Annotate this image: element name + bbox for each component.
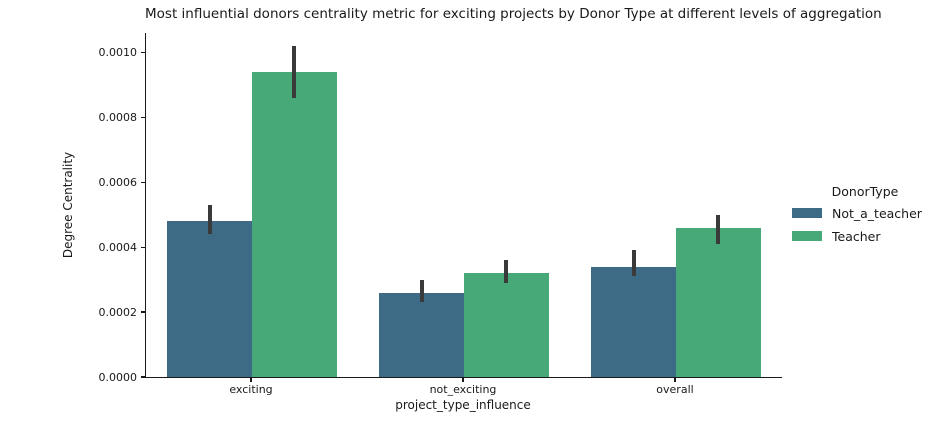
legend-label: Not_a_teacher: [832, 205, 922, 221]
chart-title: Most influential donors centrality metri…: [145, 6, 882, 22]
legend-title: DonorType: [831, 184, 899, 199]
error-bar-overall-Teacher: [716, 214, 721, 244]
x-tick-mark: [250, 378, 252, 383]
error-bar-not_exciting-Not_a_teacher: [419, 279, 424, 303]
bar-overall-Not_a_teacher: [591, 266, 676, 377]
plot-area: [145, 33, 782, 378]
bar-not_exciting-Not_a_teacher: [379, 292, 464, 377]
y-tick-label: 0.0002: [98, 305, 138, 319]
y-tick-label: 0.0010: [98, 45, 138, 59]
x-tick-label: overall: [656, 383, 694, 396]
x-axis-label: project_type_influence: [395, 398, 531, 412]
y-tick-label: 0.0008: [98, 110, 138, 124]
y-tick-label: 0.0000: [98, 370, 138, 384]
error-bar-exciting-Not_a_teacher: [207, 205, 212, 235]
legend-swatch-Teacher: [792, 231, 822, 241]
y-tick-mark: [141, 51, 145, 54]
x-tick-label: not_exciting: [429, 383, 497, 396]
legend: DonorType Not_a_teacher Teacher: [792, 184, 938, 252]
y-tick-mark: [141, 181, 145, 183]
y-tick-label: 0.0004: [98, 240, 138, 254]
bar-exciting-Teacher: [252, 71, 337, 377]
error-bar-not_exciting-Teacher: [504, 260, 509, 283]
y-tick-mark: [141, 116, 145, 119]
error-bar-exciting-Teacher: [292, 45, 297, 98]
legend-entry-Teacher: Teacher: [792, 228, 938, 244]
legend-entry-Not_a_teacher: Not_a_teacher: [792, 205, 938, 221]
x-tick-label: exciting: [229, 383, 273, 396]
y-tick-mark: [141, 311, 145, 313]
y-axis-label: Degree Centrality: [61, 151, 75, 259]
error-bar-overall-Not_a_teacher: [631, 250, 636, 277]
y-tick-label: 0.0006: [98, 175, 138, 189]
legend-label: Teacher: [832, 228, 881, 244]
x-tick-mark: [674, 378, 676, 383]
y-tick-mark: [141, 246, 145, 248]
bar-overall-Teacher: [676, 227, 761, 377]
y-tick-mark: [141, 376, 145, 378]
x-tick-mark: [462, 378, 464, 383]
bar-not_exciting-Teacher: [464, 273, 549, 377]
bar-exciting-Not_a_teacher: [167, 221, 252, 377]
legend-swatch-Not_a_teacher: [792, 208, 822, 218]
